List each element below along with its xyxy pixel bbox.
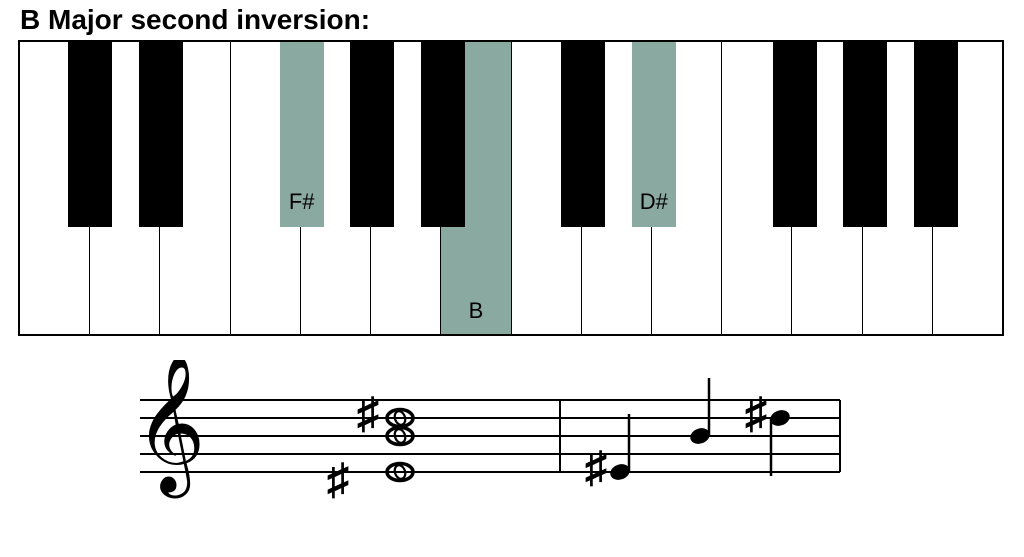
black-key-asharp-4 [421, 42, 465, 227]
black-key-fsharp-7 [773, 42, 817, 227]
svg-text:♯: ♯ [327, 455, 349, 504]
black-key-csharp-0 [68, 42, 112, 227]
black-key-dsharp-6: D# [632, 42, 676, 227]
svg-text:♯: ♯ [585, 443, 607, 492]
music-staff: 𝄞♯♯♯♯ [120, 360, 860, 540]
svg-text:𝄞: 𝄞 [135, 360, 206, 498]
chord-title: B Major second inversion: [20, 4, 370, 36]
black-key-fsharp-2: F# [280, 42, 324, 227]
piano-keyboard: B F#D# [18, 40, 1004, 336]
svg-text:♯: ♯ [357, 389, 379, 438]
black-key-dsharp-1 [139, 42, 183, 227]
svg-text:♯: ♯ [745, 389, 767, 438]
black-key-gsharp-3 [350, 42, 394, 227]
black-key-asharp-9 [914, 42, 958, 227]
black-key-csharp-5 [561, 42, 605, 227]
black-key-gsharp-8 [843, 42, 887, 227]
